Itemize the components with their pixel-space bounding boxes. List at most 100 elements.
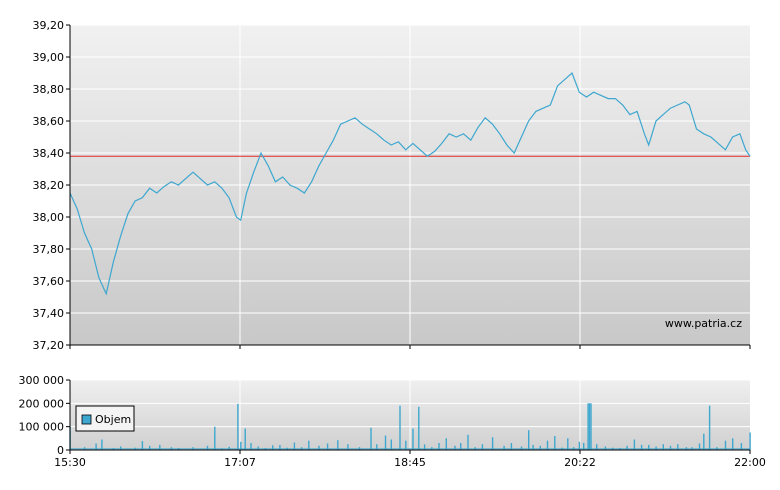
price-y-tick-label: 38,60 xyxy=(33,115,65,128)
volume-bar xyxy=(685,447,688,450)
volume-bar xyxy=(590,403,592,450)
volume-x-axis: 15:30 17:07 18:45 20:22 22:00 xyxy=(54,450,766,469)
price-y-tick-label: 37,40 xyxy=(33,307,65,320)
volume-bar xyxy=(418,406,420,450)
volume-bar xyxy=(587,403,589,450)
volume-bars xyxy=(69,403,751,450)
volume-bar xyxy=(318,445,320,450)
volume-bar xyxy=(326,443,329,450)
volume-bar xyxy=(101,439,103,450)
volume-bar xyxy=(438,443,440,450)
volume-bar xyxy=(528,430,530,450)
volume-bar xyxy=(532,444,534,450)
volume-bar xyxy=(423,444,426,450)
legend-swatch xyxy=(81,414,92,425)
volume-bar xyxy=(724,440,727,450)
volume-bar xyxy=(655,446,657,450)
volume-bar xyxy=(221,448,223,450)
volume-bar xyxy=(491,437,494,450)
volume-bar xyxy=(626,445,628,450)
volume-bar xyxy=(561,447,563,450)
volume-bar xyxy=(539,445,541,450)
volume-baseline xyxy=(70,448,750,450)
volume-bar xyxy=(134,447,136,450)
volume-bar xyxy=(192,447,194,450)
volume-bar xyxy=(708,405,711,450)
volume-bar xyxy=(691,447,693,450)
volume-bar xyxy=(619,448,621,450)
volume-bar xyxy=(237,403,239,450)
price-y-tick-label: 38,40 xyxy=(33,147,65,160)
volume-bar xyxy=(257,446,259,450)
volume-bar xyxy=(149,445,151,450)
price-y-tick-label: 37,60 xyxy=(33,275,65,288)
volume-bar xyxy=(250,443,252,450)
volume-bar xyxy=(244,428,246,450)
volume-bar xyxy=(286,447,288,450)
volume-bar xyxy=(669,445,672,450)
volume-bar xyxy=(293,442,296,450)
volume-y-axis: 0 100 000 200 000 300 000 xyxy=(19,374,70,457)
price-y-tick-label: 39,00 xyxy=(33,51,65,64)
volume-y-tick-label: 200 000 xyxy=(19,397,65,410)
volume-bar xyxy=(370,427,372,450)
volume-bar xyxy=(170,447,173,450)
volume-bar xyxy=(376,444,378,450)
volume-bar xyxy=(228,446,230,450)
volume-bar xyxy=(546,440,549,450)
volume-bar xyxy=(578,441,581,450)
volume-bar xyxy=(159,444,161,450)
volume-bar xyxy=(604,446,607,450)
volume-bar xyxy=(264,448,267,450)
volume-bar xyxy=(467,434,469,450)
volume-y-tick-label: 300 000 xyxy=(19,374,65,387)
volume-bar xyxy=(206,445,209,450)
volume-bar xyxy=(503,445,505,450)
volume-bar xyxy=(588,403,591,450)
price-y-tick-label: 37,20 xyxy=(33,339,65,352)
volume-bar xyxy=(95,443,97,450)
volume-bar xyxy=(390,439,392,450)
volume-bar xyxy=(554,436,556,450)
volume-bar xyxy=(358,447,361,450)
volume-x-tick-label: 22:00 xyxy=(734,456,766,469)
volume-bar xyxy=(640,444,643,450)
volume-bar xyxy=(732,438,734,450)
volume-grid xyxy=(70,379,750,450)
price-y-tick-label: 38,00 xyxy=(33,211,65,224)
volume-bar xyxy=(596,444,598,450)
volume-x-tick-label: 15:30 xyxy=(54,456,86,469)
price-y-axis: 37,20 37,40 37,60 37,80 38,00 38,20 38,40 38,60… xyxy=(33,19,70,352)
volume-bar xyxy=(384,435,387,450)
volume-bar xyxy=(572,447,575,450)
volume-bar xyxy=(677,444,679,450)
volume-bar xyxy=(481,444,484,450)
legend-label: Objem xyxy=(95,413,131,426)
volume-bar xyxy=(648,444,650,450)
price-x-axis-ticks xyxy=(69,345,751,349)
volume-bar xyxy=(279,444,281,450)
volume-bar xyxy=(445,438,447,450)
price-y-tick-label: 38,20 xyxy=(33,179,65,192)
volume-bar xyxy=(583,443,585,450)
volume-bar xyxy=(141,441,144,450)
price-series-line xyxy=(69,71,751,296)
volume-bar xyxy=(454,445,456,450)
volume-bar xyxy=(510,443,513,450)
price-grid xyxy=(70,24,750,345)
volume-bar xyxy=(112,448,115,450)
watermark: www.patria.cz xyxy=(665,317,742,330)
volume-bar xyxy=(460,443,462,450)
volume-bar xyxy=(698,443,701,450)
volume-bar xyxy=(347,444,349,450)
volume-bar xyxy=(740,443,743,450)
volume-bar xyxy=(120,446,122,450)
volume-x-tick-label: 17:07 xyxy=(224,456,256,469)
volume-bar xyxy=(633,439,636,450)
price-y-tick-label: 39,20 xyxy=(33,19,65,32)
volume-y-tick-label: 100 000 xyxy=(19,421,65,434)
volume-bar xyxy=(474,447,476,450)
volume-legend: Objem xyxy=(75,405,135,432)
volume-bar xyxy=(567,438,569,450)
